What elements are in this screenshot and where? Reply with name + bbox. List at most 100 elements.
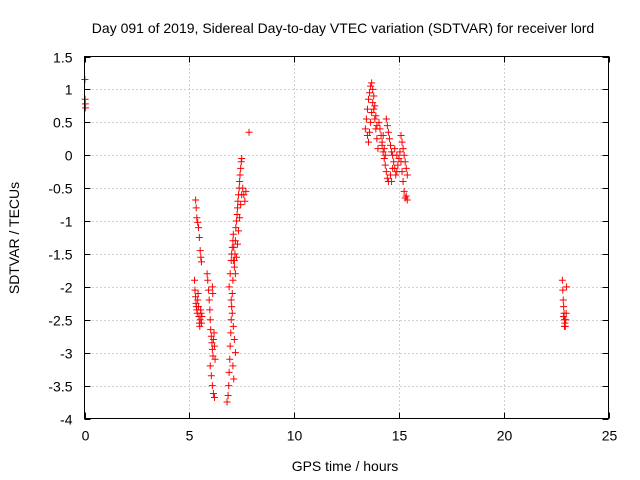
data-point <box>229 322 237 330</box>
data-point <box>391 145 399 153</box>
data-point <box>383 122 391 130</box>
data-point <box>389 164 397 172</box>
y-tick-label: 1 <box>65 82 73 98</box>
y-tick-label: -3 <box>60 346 73 362</box>
data-point <box>367 118 375 126</box>
data-point <box>239 184 247 192</box>
data-point <box>229 362 237 370</box>
y-axis: -4 -3.5 -3 -2.5 -2 -1.5 -1 -0.5 0 0.5 1 1.5 <box>48 50 609 428</box>
data-point <box>226 355 234 363</box>
data-point <box>558 276 566 284</box>
data-point <box>224 391 232 399</box>
data-point <box>228 309 236 317</box>
data-point <box>366 89 374 97</box>
x-tick-label: 5 <box>186 428 194 444</box>
data-point <box>236 171 244 179</box>
data-point <box>197 319 205 327</box>
data-point <box>208 283 216 291</box>
data-point <box>237 201 245 209</box>
data-point <box>369 85 377 93</box>
y-tick-label: 0 <box>65 148 73 164</box>
data-point <box>209 289 217 297</box>
x-tick-label: 10 <box>287 428 303 444</box>
data-point <box>369 99 377 107</box>
data-point <box>371 115 379 123</box>
data-point <box>234 240 242 248</box>
data-point <box>205 296 213 304</box>
data-point <box>230 336 238 344</box>
y-tick-label: -0.5 <box>48 181 72 197</box>
data-point <box>390 158 398 166</box>
data-point <box>402 192 410 200</box>
data-point <box>365 138 373 146</box>
y-tick-label: -2 <box>60 280 73 296</box>
data-point <box>393 151 401 159</box>
data-point <box>382 115 390 123</box>
data-point <box>237 164 245 172</box>
data-point <box>399 145 407 153</box>
data-point <box>196 322 204 330</box>
data-point <box>379 131 387 139</box>
data-point <box>82 104 90 112</box>
data-point <box>397 131 405 139</box>
data-point <box>192 196 200 204</box>
data-point <box>370 105 378 113</box>
data-point <box>403 196 411 204</box>
data-point <box>206 362 214 370</box>
data-point <box>197 258 205 266</box>
chart-title: Day 091 of 2019, Sidereal Day-to-day VTE… <box>92 20 594 36</box>
data-point <box>401 158 409 166</box>
data-point <box>402 164 410 172</box>
data-point <box>196 316 204 324</box>
data-point <box>241 197 249 205</box>
data-point <box>210 329 218 337</box>
data-point <box>560 303 568 311</box>
data-point <box>197 309 205 317</box>
data-point <box>388 148 396 156</box>
data-point <box>383 174 391 182</box>
data-point <box>195 234 203 241</box>
data-point <box>362 115 370 123</box>
data-point <box>361 125 369 133</box>
data-point <box>204 276 212 284</box>
data-point <box>229 276 237 284</box>
data-point <box>238 155 246 163</box>
data-point <box>378 138 386 146</box>
y-axis-label: SDTVAR / TECUs <box>6 182 22 294</box>
data-point <box>227 316 235 324</box>
data-point <box>225 382 233 390</box>
data-point <box>207 372 215 380</box>
data-point <box>398 168 406 176</box>
data-point <box>195 224 203 232</box>
data-point <box>559 312 567 320</box>
data-point <box>194 218 202 226</box>
data-point <box>227 329 235 337</box>
data-point <box>230 263 238 271</box>
data-point <box>235 227 243 235</box>
data-point <box>563 283 571 291</box>
data-point <box>245 128 253 136</box>
data-point <box>230 243 238 251</box>
data-point <box>370 92 378 100</box>
data-point <box>210 342 218 350</box>
data-point <box>394 161 402 169</box>
data-point <box>205 286 213 294</box>
data-point <box>225 368 233 376</box>
data-point <box>380 155 388 163</box>
data-point <box>382 168 390 176</box>
data-point <box>226 342 234 350</box>
data-point <box>230 375 238 383</box>
data-point <box>398 138 406 146</box>
data-point <box>560 322 568 330</box>
data-point <box>396 148 404 156</box>
data-point <box>228 289 236 297</box>
data-point <box>373 135 381 143</box>
data-point <box>400 151 408 159</box>
data-point <box>207 326 215 334</box>
data-point <box>208 382 216 390</box>
data-point <box>388 178 396 186</box>
data-point <box>194 296 202 304</box>
x-tick-label: 25 <box>602 428 618 444</box>
data-point <box>232 217 240 225</box>
